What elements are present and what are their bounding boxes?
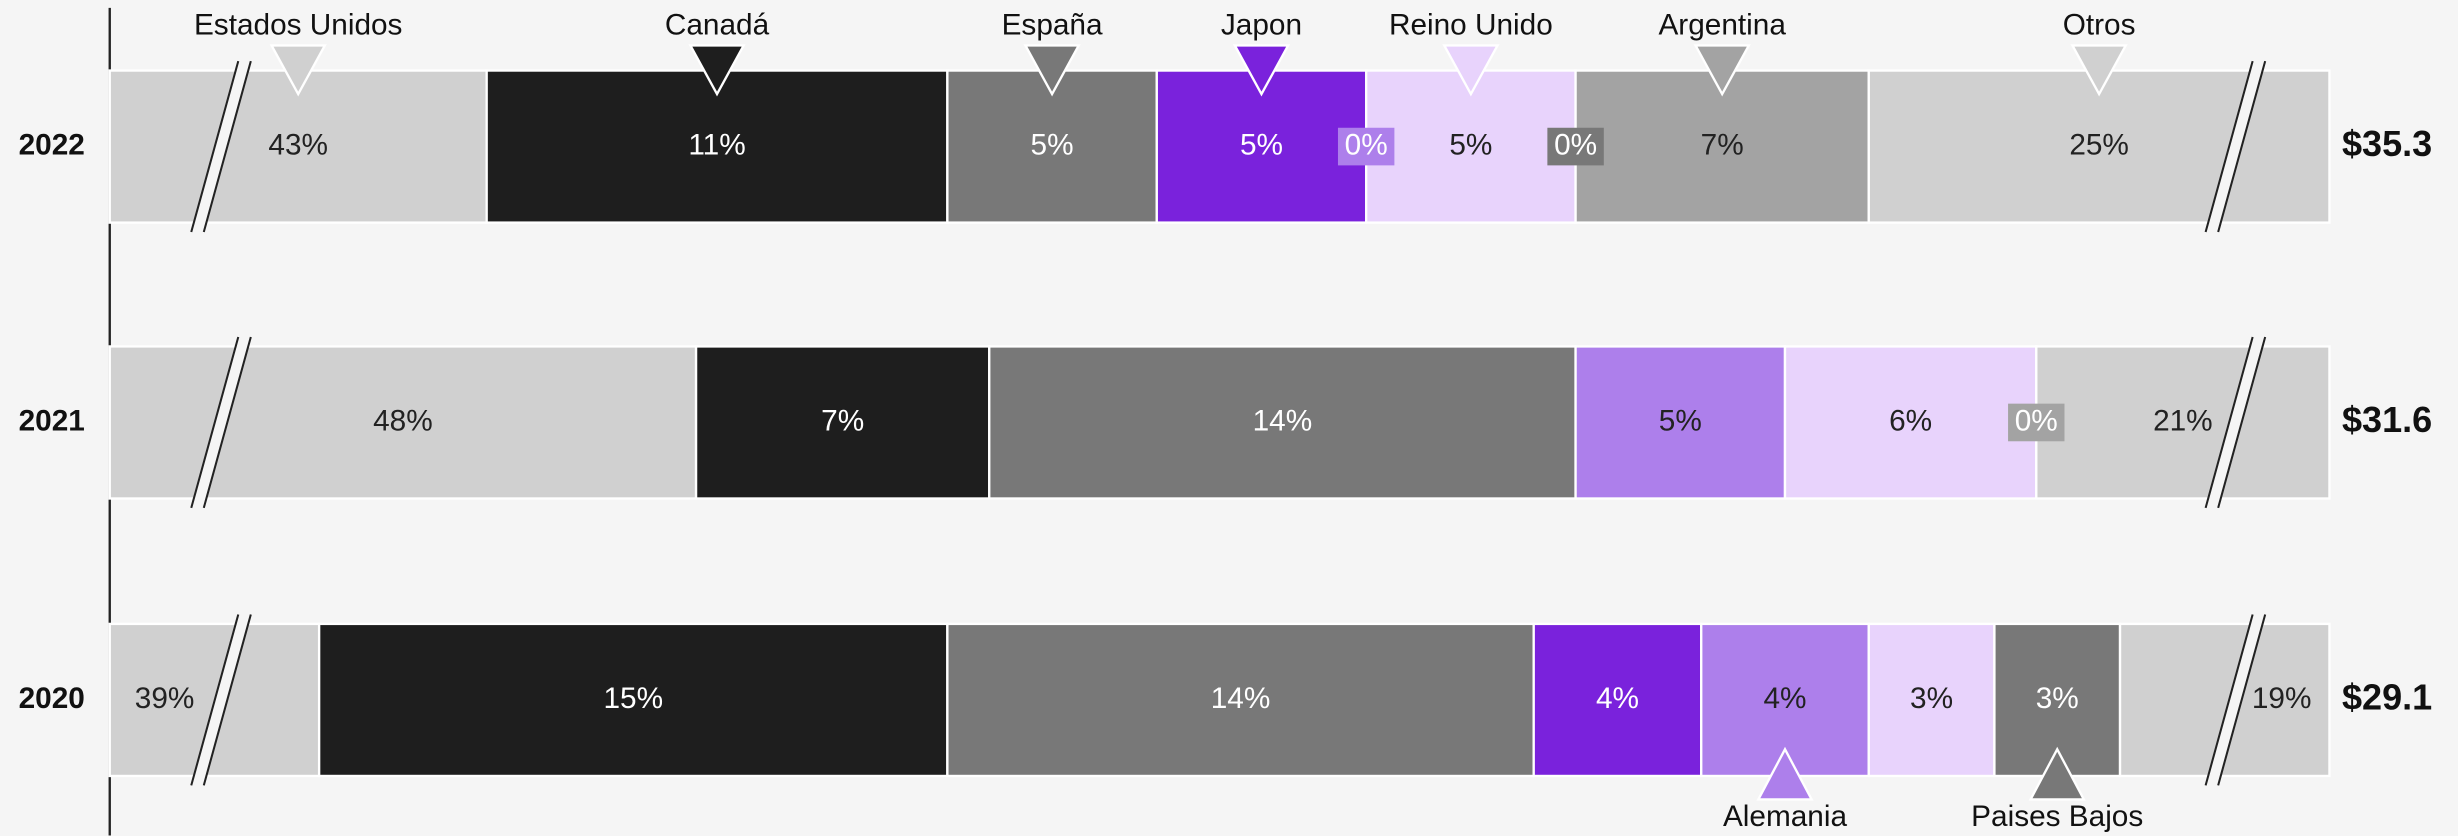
value-label: 21% [2153,404,2213,437]
year-label: 2020 [19,682,85,715]
legend-marker [2070,44,2128,97]
axis-break-line [190,614,240,786]
axis-break [191,61,251,233]
legend-marker [269,44,327,97]
value-label: 5% [1659,404,1702,437]
axis-break-line [2217,60,2267,233]
zero-segment-box [1337,127,1395,166]
axis-break-line [202,60,252,233]
axis-break-line [190,336,240,509]
value-label: 4% [1596,682,1639,715]
value-label: 3% [1910,682,1953,715]
bar-segment [1867,622,1996,778]
legend-label: España [1002,9,1103,42]
axis-break [191,337,251,508]
value-label: 43% [268,128,328,161]
legend-marker [1693,44,1751,97]
value-label: 0% [2015,404,2058,437]
axis-break-line [202,336,252,509]
axis-break-line [2217,614,2267,786]
total-label: $29.1 [2342,676,2432,717]
value-label: 0% [1345,128,1388,161]
value-label: 7% [1701,128,1744,161]
zero-segment-box [2008,403,2065,442]
value-label: 5% [1031,128,1074,161]
total-label: $35.3 [2342,123,2432,164]
legend-label: Estados Unidos [194,9,402,42]
bar-segment [946,622,1535,778]
year-label: 2021 [19,404,85,437]
axis-break [191,614,251,786]
bar-segment [988,345,1577,500]
legend-label: Paises Bajos [1971,800,2143,833]
legend-label: Japon [1221,9,1302,42]
axis-break-line [190,60,240,233]
axis-break [2205,614,2266,786]
bar-segment [694,345,991,500]
total-label: $31.6 [2342,399,2432,440]
value-label: 0% [1554,128,1597,161]
value-label: 48% [373,404,433,437]
axis-break-line [2204,60,2254,233]
legend-label: Otros [2063,9,2136,42]
legend-label: Reino Unido [1389,9,1553,42]
value-label: 5% [1240,128,1283,161]
axis-break-line [2217,336,2267,509]
legend-label: Argentina [1658,9,1786,42]
value-label: 3% [2036,682,2079,715]
bar-segment [317,622,949,778]
value-label: 6% [1889,404,1932,437]
value-label: 39% [135,682,195,715]
legend-marker [688,44,746,97]
zero-segment-box [1547,127,1604,166]
bar-segment [1783,345,2038,500]
legend-label: Alemania [1723,800,1848,833]
value-label: 5% [1449,128,1492,161]
value-label: 14% [1253,404,1313,437]
bar-segment [1532,622,1703,778]
year-label: 2022 [19,128,85,161]
axis-break-line [2204,614,2254,786]
value-label: 11% [688,128,745,161]
legend-marker [1232,44,1291,97]
legend-marker [2028,746,2086,801]
bar-segment [2035,345,2331,500]
value-label: 19% [2252,682,2312,715]
axis-break-line [2204,336,2254,509]
legend-marker [1756,746,1814,801]
legend-marker [1442,44,1500,97]
axis-break-line [202,614,252,786]
legend-marker [1023,44,1081,97]
value-label: 15% [603,682,663,715]
bar-segment [1574,345,1787,500]
value-label: 14% [1211,682,1271,715]
value-label: 4% [1763,682,1806,715]
axis-break [2205,61,2266,233]
value-label: 7% [821,404,864,437]
axis-break [2205,337,2266,508]
legend-label: Canadá [665,9,770,42]
value-label: 25% [2069,128,2129,161]
